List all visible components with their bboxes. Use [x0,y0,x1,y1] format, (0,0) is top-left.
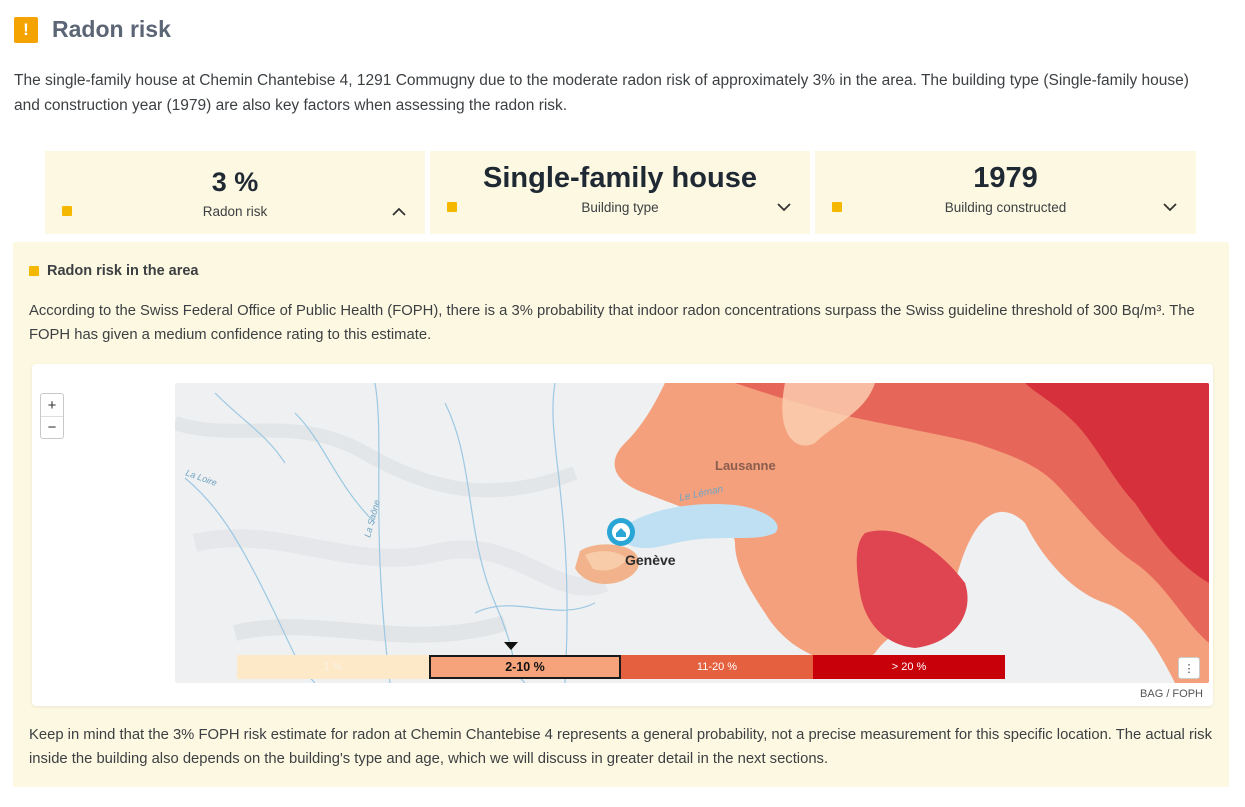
zoom-control: + − [40,393,64,439]
bullet-icon [447,202,457,212]
panel-footer-text: Keep in mind that the 3% FOPH risk estim… [29,727,1212,767]
map-card: + − [32,364,1213,706]
card-label: Radon risk [202,204,268,219]
map-legend: 1 % 2-10 % 11-20 % > 20 % [237,655,1005,679]
legend-marker-icon [504,642,518,650]
card-building-type[interactable]: Single-family house Building type [430,151,810,234]
label-lausanne: Lausanne [715,458,776,473]
chevron-down-icon[interactable] [776,201,792,213]
map-attribution: BAG / FOPH [1140,688,1203,700]
card-label: Building constructed [944,200,1067,215]
section-header: ! Radon risk [14,16,171,43]
warning-icon: ! [14,16,38,43]
bullet-icon [832,202,842,212]
chevron-up-icon[interactable] [391,205,407,217]
card-building-constructed[interactable]: 1979 Building constructed [815,151,1196,234]
legend-segment: 2-10 % [429,655,621,679]
card-label: Building type [581,200,659,215]
map-canvas: Lausanne Genève Le Léman La Loire La Saô… [175,383,1209,683]
legend-segment: 11-20 % [621,655,813,679]
radon-area-panel: Radon risk in the area According to the … [13,242,1229,787]
label-geneve: Genève [625,552,676,568]
intro-text: The single-family house at Chemin Chante… [14,72,1189,114]
panel-description: According to the Swiss Federal Office of… [29,303,1195,343]
radon-map[interactable]: Lausanne Genève Le Léman La Loire La Saô… [175,383,1209,683]
section-title: Radon risk [52,16,171,42]
zoom-out-button[interactable]: − [41,416,63,438]
card-value: Single-family house [483,162,757,194]
card-radon-risk[interactable]: 3 % Radon risk [45,151,425,234]
bullet-icon [62,206,72,216]
zoom-in-button[interactable]: + [47,396,57,414]
map-info-button[interactable]: ⋮ [1178,657,1200,679]
home-location-icon[interactable] [607,518,635,546]
bullet-icon [29,266,39,276]
legend-segment: > 20 % [813,655,1005,679]
chevron-down-icon[interactable] [1162,201,1178,213]
panel-heading: Radon risk in the area [29,263,199,279]
card-value: 3 % [211,167,259,197]
legend-segment: 1 % [237,655,429,679]
card-value: 1979 [973,162,1038,194]
panel-heading-text: Radon risk in the area [47,263,199,279]
